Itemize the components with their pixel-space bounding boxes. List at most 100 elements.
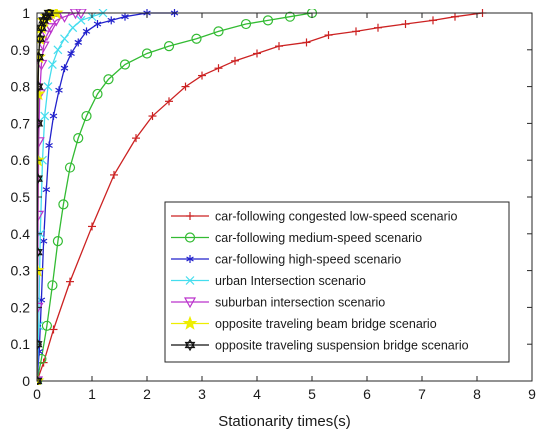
marker-tri-down (37, 83, 44, 93)
marker-circle (73, 133, 84, 144)
data-point (451, 12, 459, 21)
marker-tri (37, 41, 50, 53)
data-point (37, 41, 50, 53)
legend-entry: suburban intersection scenario (171, 296, 385, 310)
marker-spoke (39, 238, 48, 244)
data-point (119, 59, 131, 70)
y-tick-label: 0.6 (11, 152, 31, 168)
marker-circle (92, 88, 103, 100)
legend-label: suburban intersection scenario (215, 296, 385, 310)
marker-tri-down (37, 175, 43, 185)
data-point (37, 50, 45, 64)
y-tick-label: 0.8 (11, 79, 31, 95)
marker-tri-down (37, 120, 44, 130)
x-tick-label: 9 (528, 386, 536, 402)
legend-entry: car-following congested low-speed scenar… (171, 210, 458, 224)
marker-tri-down (37, 35, 46, 45)
legend-entry: opposite traveling beam bridge scenario (171, 315, 437, 331)
data-point (45, 141, 53, 150)
marker-spoke (45, 142, 53, 148)
data-point (191, 33, 202, 44)
y-tick-label: 1 (22, 5, 30, 21)
data-point (37, 347, 43, 356)
data-point (73, 133, 84, 144)
marker-circle (141, 48, 153, 59)
data-point (374, 23, 382, 32)
y-tick-label: 0.3 (11, 263, 31, 279)
marker-d2 (43, 82, 53, 92)
y-tick-label: 0.1 (11, 336, 31, 352)
data-point (141, 48, 153, 59)
legend-box (164, 201, 510, 363)
marker-tri-down (37, 377, 43, 385)
data-point (60, 34, 69, 44)
marker-circle (58, 199, 69, 210)
data-point (50, 15, 63, 27)
data-point (148, 112, 157, 121)
data-point (42, 185, 51, 194)
data-point (81, 110, 92, 122)
y-tick-label: 0.4 (11, 226, 31, 242)
legend-label: opposite traveling suspension bridge sce… (215, 339, 469, 353)
marker-tri-down (37, 24, 47, 34)
marker-spoke (93, 21, 102, 27)
x-tick-label: 0 (33, 386, 41, 402)
data-point (213, 26, 224, 37)
marker-circle (41, 320, 53, 331)
x-tick-label: 6 (363, 386, 371, 402)
marker-spoke (55, 87, 63, 93)
data-point (43, 9, 55, 20)
marker-tri-up (43, 9, 55, 17)
data-point (302, 38, 311, 47)
data-point (47, 60, 57, 69)
x-tick-label: 8 (473, 386, 481, 402)
legend-label: car-following high-speed scenario (215, 253, 401, 267)
legend-marker (183, 297, 197, 309)
marker-spoke (37, 349, 43, 355)
marker-circle (284, 11, 296, 22)
marker-tri-up (37, 50, 45, 61)
y-tick-label: 0.5 (11, 189, 31, 205)
legend-marker (184, 232, 196, 243)
data-point (284, 11, 296, 22)
data-point (82, 27, 91, 36)
x-tick-label: 4 (253, 386, 261, 402)
marker-circle (52, 236, 64, 247)
y-tick-label: 0.7 (11, 115, 31, 131)
y-tick-label: 0 (22, 373, 30, 389)
marker-tri-up (37, 80, 44, 90)
data-point (66, 277, 74, 286)
legend-marker (184, 338, 196, 352)
data-point (49, 325, 58, 334)
data-point (37, 117, 44, 130)
x-axis-title: Stationarity times(s) (218, 413, 351, 430)
data-point (41, 320, 53, 331)
marker-tri-up (37, 374, 43, 385)
data-point (40, 111, 50, 121)
data-point (110, 170, 118, 179)
data-point (76, 15, 86, 25)
marker-spoke (42, 187, 51, 193)
marker-circle (103, 74, 114, 85)
marker-tri-down (184, 341, 196, 352)
legend-entry: urban Intersection scenario (171, 274, 366, 288)
x-tick-label: 7 (418, 386, 426, 402)
data-point (39, 237, 48, 246)
marker-d2 (53, 45, 63, 55)
data-point (37, 80, 44, 93)
marker-circle (163, 41, 175, 52)
marker-circle (81, 110, 92, 122)
legend-label: opposite traveling beam bridge scenario (215, 317, 437, 331)
data-point (352, 27, 360, 36)
data-point (37, 172, 43, 185)
legend-label: car-following congested low-speed scenar… (215, 210, 458, 224)
data-point (68, 23, 78, 33)
marker-circle (47, 280, 58, 291)
marker-circle (184, 232, 196, 243)
data-point (132, 134, 140, 143)
data-point (37, 321, 44, 331)
marker-tri-up (184, 338, 196, 349)
series-1 (37, 9, 487, 385)
marker-d2 (68, 23, 78, 33)
